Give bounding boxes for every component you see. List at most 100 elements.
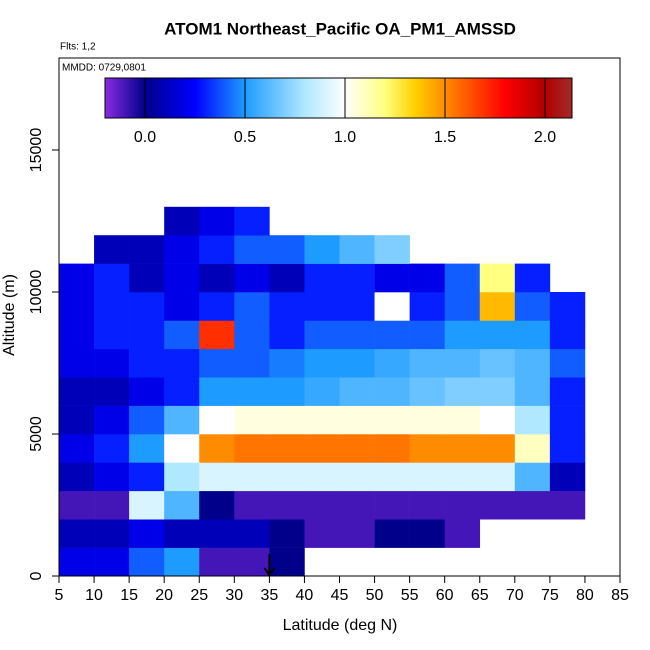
x-tick-label: 45 bbox=[331, 587, 349, 604]
heat-cell bbox=[269, 320, 305, 350]
y-axis-label: Altitude (m) bbox=[1, 274, 18, 356]
heat-cell bbox=[339, 462, 375, 492]
heat-cell bbox=[234, 263, 270, 293]
heat-cell bbox=[164, 377, 200, 406]
heat-cell bbox=[549, 377, 586, 406]
heat-cell bbox=[549, 348, 586, 378]
heat-cell bbox=[129, 405, 165, 435]
heat-cell bbox=[304, 292, 340, 321]
heat-cell bbox=[479, 292, 516, 321]
heat-cell bbox=[339, 519, 375, 548]
heat-cell bbox=[94, 519, 130, 548]
heat-cell bbox=[444, 434, 481, 463]
heat-cell bbox=[339, 377, 375, 406]
heat-cell bbox=[199, 547, 235, 577]
heat-cell bbox=[199, 263, 235, 293]
heat-cell bbox=[164, 320, 200, 350]
heat-cell bbox=[94, 377, 130, 406]
heat-cell bbox=[339, 434, 375, 463]
heat-cell bbox=[94, 462, 130, 492]
heat-cell bbox=[269, 462, 305, 492]
heat-cell bbox=[409, 519, 445, 548]
x-tick-label: 75 bbox=[541, 587, 559, 604]
colorbar-tick-label: 1.5 bbox=[434, 129, 456, 146]
colorbar-tick-label: 2.0 bbox=[534, 129, 556, 146]
heat-cell bbox=[374, 235, 410, 264]
heat-cell bbox=[199, 434, 235, 463]
heat-cell bbox=[234, 206, 270, 236]
heat-cell bbox=[59, 547, 95, 577]
heat-cell bbox=[269, 377, 305, 406]
heat-cell bbox=[479, 462, 516, 492]
x-axis-label: Latitude (deg N) bbox=[283, 617, 398, 634]
colorbar bbox=[104, 77, 573, 119]
heat-cell bbox=[234, 320, 270, 350]
heat-cell bbox=[549, 292, 586, 321]
heat-cell bbox=[444, 405, 481, 435]
x-tick-label: 85 bbox=[611, 587, 629, 604]
heat-cell bbox=[479, 263, 516, 293]
heat-cell bbox=[59, 405, 95, 435]
heat-cell bbox=[234, 434, 270, 463]
colorbar-tick-label: 1.0 bbox=[334, 129, 356, 146]
heat-cell bbox=[269, 490, 305, 520]
heat-cell bbox=[234, 547, 270, 577]
colorbar-tick-label: 0.0 bbox=[134, 129, 156, 146]
heat-cell bbox=[269, 348, 305, 378]
heat-cell bbox=[129, 547, 165, 577]
heat-cell bbox=[199, 235, 235, 264]
x-tick-label: 30 bbox=[225, 587, 243, 604]
heat-cell bbox=[514, 462, 551, 492]
heat-cell bbox=[269, 405, 305, 435]
heat-cell bbox=[234, 348, 270, 378]
heat-cell bbox=[444, 377, 481, 406]
heat-cell bbox=[514, 434, 551, 463]
heat-cell bbox=[234, 405, 270, 435]
heat-cell bbox=[269, 263, 305, 293]
heat-cell bbox=[304, 377, 340, 406]
heat-cell bbox=[129, 462, 165, 492]
heat-cell bbox=[129, 292, 165, 321]
heat-cell bbox=[339, 292, 375, 321]
heat-cell bbox=[59, 348, 95, 378]
heat-cell bbox=[129, 377, 165, 406]
heat-cell bbox=[164, 348, 200, 378]
heat-cell bbox=[199, 519, 235, 548]
heat-cell bbox=[129, 434, 165, 463]
heat-cell bbox=[514, 348, 551, 378]
heat-cell bbox=[129, 519, 165, 548]
heat-cell bbox=[514, 490, 551, 520]
subtitle: Flts: 1,2 bbox=[60, 42, 96, 53]
heat-cell bbox=[304, 348, 340, 378]
heat-cell bbox=[234, 292, 270, 321]
heat-cell bbox=[549, 320, 586, 350]
heat-cell bbox=[94, 292, 130, 321]
heat-cell bbox=[269, 434, 305, 463]
heat-cell bbox=[444, 292, 481, 321]
heat-cell bbox=[444, 348, 481, 378]
heat-cell bbox=[304, 405, 340, 435]
heat-cell bbox=[304, 434, 340, 463]
heat-cell bbox=[199, 377, 235, 406]
heat-cell bbox=[199, 462, 235, 492]
heat-cell bbox=[129, 348, 165, 378]
heat-cell bbox=[269, 519, 305, 548]
heat-cell bbox=[164, 519, 200, 548]
x-tick-label: 55 bbox=[401, 587, 419, 604]
heat-cell bbox=[409, 377, 445, 406]
heat-cell bbox=[59, 490, 95, 520]
heat-cell bbox=[234, 235, 270, 264]
heat-cell bbox=[374, 434, 410, 463]
x-tick-label: 40 bbox=[296, 587, 314, 604]
heat-cell bbox=[94, 405, 130, 435]
heat-cell bbox=[374, 320, 410, 350]
heat-cell bbox=[129, 235, 165, 264]
heat-cell bbox=[164, 405, 200, 435]
x-tick-label: 5 bbox=[55, 587, 64, 604]
heat-cell bbox=[374, 490, 410, 520]
heat-cell bbox=[59, 519, 95, 548]
y-tick-label: 0 bbox=[28, 571, 45, 580]
heat-cell bbox=[234, 377, 270, 406]
heat-cell bbox=[94, 235, 130, 264]
